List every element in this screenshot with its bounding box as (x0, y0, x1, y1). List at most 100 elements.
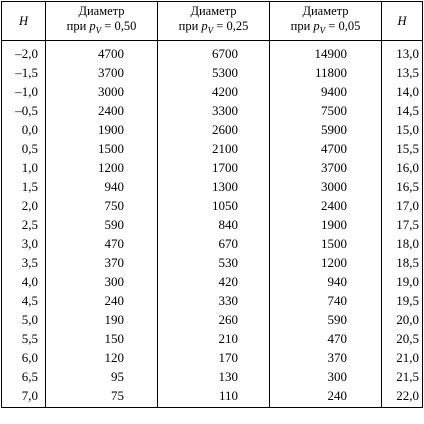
table-row: 6,0 120 170 370 21,0 (1, 348, 423, 367)
table-row: 1,5 940 1300 3000 16,5 (1, 177, 423, 196)
cell-h: 3,5 (1, 253, 46, 272)
cell-diameter-025: 2600 (157, 120, 270, 139)
cell-h: 7,0 (1, 386, 46, 408)
cell-diameter-050: 3700 (45, 63, 158, 82)
table-row: –1,0 3000 4200 9400 14,0 (1, 82, 423, 101)
cell-diameter-050: 1900 (45, 120, 158, 139)
cell-diameter-005: 1500 (269, 234, 382, 253)
cell-h-right: 16,0 (381, 158, 423, 177)
table-row: 3,5 370 530 1200 18,5 (1, 253, 423, 272)
header-h-left: H (1, 1, 46, 41)
cell-h-right: 21,5 (381, 367, 423, 386)
cell-h: 3,0 (1, 234, 46, 253)
table-row: –2,0 4700 6700 14900 13,0 (1, 40, 423, 63)
table-row: –1,5 3700 5300 11800 13,5 (1, 63, 423, 82)
table-header: H Диаметр при pV = 0,50 Диаметр при pV = 0… (1, 1, 423, 41)
table-row: 5,0 190 260 590 20,0 (1, 310, 423, 329)
table-row: 5,5 150 210 470 20,5 (1, 329, 423, 348)
table-row: 0,5 1500 2100 4700 15,5 (1, 139, 423, 158)
cell-h-right: 18,5 (381, 253, 423, 272)
cell-h-right: 19,5 (381, 291, 423, 310)
cell-diameter-005: 9400 (269, 82, 382, 101)
cell-h-right: 20,5 (381, 329, 423, 348)
cell-diameter-025: 2100 (157, 139, 270, 158)
cell-diameter-025: 530 (157, 253, 270, 272)
cell-h-right: 22,0 (381, 386, 423, 408)
cell-diameter-050: 1500 (45, 139, 158, 158)
cell-diameter-050: 3000 (45, 82, 158, 101)
cell-h: –2,0 (1, 40, 46, 63)
cell-diameter-050: 95 (45, 367, 158, 386)
cell-diameter-025: 210 (157, 329, 270, 348)
cell-h-right: 13,0 (381, 40, 423, 63)
cell-diameter-025: 420 (157, 272, 270, 291)
cell-h: –0,5 (1, 101, 46, 120)
cell-diameter-050: 120 (45, 348, 158, 367)
cell-h-right: 15,5 (381, 139, 423, 158)
cell-h: 5,5 (1, 329, 46, 348)
cell-diameter-050: 190 (45, 310, 158, 329)
table-row: 1,0 1200 1700 3700 16,0 (1, 158, 423, 177)
cell-h-right: 14,5 (381, 101, 423, 120)
table-body: –2,0 4700 6700 14900 13,0 –1,5 3700 5300 11800 13… (1, 40, 423, 408)
cell-h: 1,0 (1, 158, 46, 177)
cell-h-right: 19,0 (381, 272, 423, 291)
cell-diameter-005: 470 (269, 329, 382, 348)
cell-h: 2,0 (1, 196, 46, 215)
cell-diameter-005: 7500 (269, 101, 382, 120)
cell-diameter-025: 3300 (157, 101, 270, 120)
cell-h: 1,5 (1, 177, 46, 196)
header-diameter-025: Диаметр при pV = 0,25 (157, 1, 270, 41)
cell-h-right: 20,0 (381, 310, 423, 329)
cell-h-right: 17,0 (381, 196, 423, 215)
cell-diameter-050: 150 (45, 329, 158, 348)
cell-diameter-050: 75 (45, 386, 158, 408)
cell-diameter-025: 5300 (157, 63, 270, 82)
cell-diameter-050: 4700 (45, 40, 158, 63)
cell-h-right: 14,0 (381, 82, 423, 101)
cell-h-right: 21,0 (381, 348, 423, 367)
table-row: 7,0 75 110 240 22,0 (1, 386, 423, 408)
cell-h: –1,5 (1, 63, 46, 82)
cell-h: 0,0 (1, 120, 46, 139)
cell-diameter-050: 750 (45, 196, 158, 215)
cell-diameter-005: 5900 (269, 120, 382, 139)
cell-diameter-025: 6700 (157, 40, 270, 63)
cell-diameter-005: 11800 (269, 63, 382, 82)
cell-diameter-050: 940 (45, 177, 158, 196)
cell-diameter-025: 170 (157, 348, 270, 367)
cell-h: 4,0 (1, 272, 46, 291)
cell-h-right: 15,0 (381, 120, 423, 139)
header-diameter-050: Диаметр при pV = 0,50 (45, 1, 158, 41)
cell-diameter-025: 840 (157, 215, 270, 234)
cell-diameter-050: 590 (45, 215, 158, 234)
cell-h: 5,0 (1, 310, 46, 329)
cell-h-right: 18,0 (381, 234, 423, 253)
cell-h: 0,5 (1, 139, 46, 158)
cell-diameter-025: 670 (157, 234, 270, 253)
cell-diameter-025: 1700 (157, 158, 270, 177)
cell-diameter-005: 3000 (269, 177, 382, 196)
cell-diameter-050: 470 (45, 234, 158, 253)
table-row: 6,5 95 130 300 21,5 (1, 367, 423, 386)
header-diameter-005: Диаметр при pV = 0,05 (269, 1, 382, 41)
cell-diameter-005: 3700 (269, 158, 382, 177)
cell-diameter-005: 14900 (269, 40, 382, 63)
cell-h: –1,0 (1, 82, 46, 101)
cell-diameter-005: 590 (269, 310, 382, 329)
cell-diameter-005: 740 (269, 291, 382, 310)
cell-diameter-025: 130 (157, 367, 270, 386)
table-row: 3,0 470 670 1500 18,0 (1, 234, 423, 253)
cell-h: 6,0 (1, 348, 46, 367)
cell-diameter-005: 4700 (269, 139, 382, 158)
cell-diameter-005: 2400 (269, 196, 382, 215)
cell-diameter-005: 300 (269, 367, 382, 386)
cell-h-right: 16,5 (381, 177, 423, 196)
cell-diameter-050: 2400 (45, 101, 158, 120)
table-row: 2,0 750 1050 2400 17,0 (1, 196, 423, 215)
cell-diameter-050: 240 (45, 291, 158, 310)
diameter-table: H Диаметр при pV = 0,50 Диаметр при pV = 0… (1, 1, 423, 408)
cell-diameter-025: 1050 (157, 196, 270, 215)
cell-h-right: 13,5 (381, 63, 423, 82)
cell-diameter-005: 240 (269, 386, 382, 408)
